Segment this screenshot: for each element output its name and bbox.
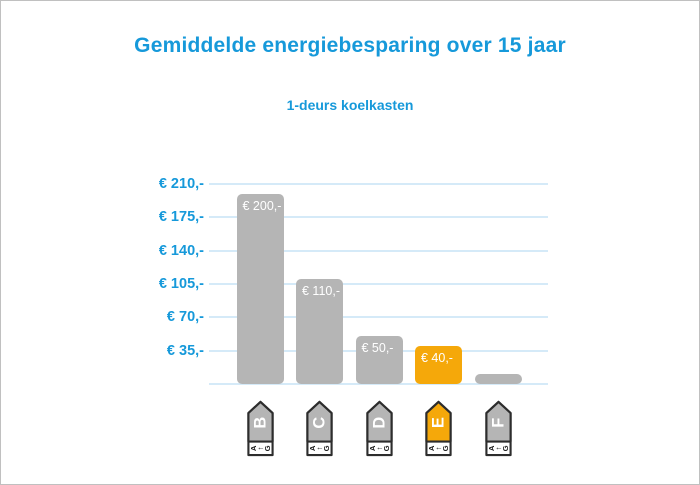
y-axis-tick-label: € 70,- — [166, 309, 204, 326]
svg-text:E: E — [430, 417, 448, 428]
energy-label-c-icon: C A ↑ G — [305, 399, 334, 458]
svg-text:B: B — [251, 417, 269, 429]
y-axis-tick-label: € 210,- — [158, 176, 204, 192]
energy-label-d-icon: D A ↑ G — [365, 399, 394, 458]
bar-e: € 40,- — [415, 345, 462, 384]
svg-text:G: G — [441, 445, 450, 451]
bar-d: € 50,- — [355, 336, 403, 384]
gridline-105 — [209, 283, 548, 285]
bar-value-label: € 200,- — [242, 198, 282, 213]
svg-text:A: A — [249, 445, 258, 451]
svg-text:↑: ↑ — [375, 446, 384, 450]
y-axis-tick-label: € 105,- — [158, 276, 204, 292]
svg-text:↑: ↑ — [315, 446, 324, 450]
gridline-210 — [209, 183, 548, 185]
svg-text:A: A — [487, 445, 496, 451]
chart-subtitle: 1-deurs koelkasten — [286, 97, 414, 113]
svg-text:G: G — [322, 445, 331, 451]
bar-b: € 200,- — [236, 193, 284, 384]
energy-label-e-icon: E A ↑ G — [424, 399, 453, 458]
svg-text:F: F — [489, 418, 507, 428]
svg-text:G: G — [381, 445, 390, 451]
svg-text:G: G — [262, 445, 271, 451]
gridline-175 — [209, 216, 548, 219]
svg-text:↑: ↑ — [434, 446, 443, 450]
svg-text:C: C — [311, 417, 329, 429]
gridline-70 — [209, 316, 548, 319]
energy-label-b-icon: B A ↑ G — [246, 399, 275, 458]
svg-text:A: A — [368, 445, 377, 451]
bar-f — [474, 374, 522, 384]
bar-value-label: € 50,- — [361, 341, 394, 356]
svg-text:↑: ↑ — [256, 446, 265, 450]
bar-value-label: € 110,- — [302, 284, 340, 299]
chart-title: Gemiddelde energiebesparing over 15 jaar — [134, 34, 566, 57]
y-axis-tick-label: € 140,- — [158, 242, 204, 259]
gridline-0 — [209, 383, 548, 385]
y-axis-tick-label: € 175,- — [158, 209, 204, 226]
gridline-140 — [209, 249, 548, 252]
svg-text:A: A — [427, 445, 436, 451]
energy-label-f-icon: F A ↑ G — [484, 399, 513, 458]
y-axis-tick-label: € 35,- — [166, 342, 204, 359]
svg-text:D: D — [370, 417, 388, 429]
bar-value-label: € 40,- — [421, 350, 453, 365]
svg-text:↑: ↑ — [494, 446, 503, 450]
svg-text:A: A — [308, 445, 317, 451]
bar-c: € 110,- — [296, 279, 343, 384]
svg-text:G: G — [500, 445, 509, 451]
